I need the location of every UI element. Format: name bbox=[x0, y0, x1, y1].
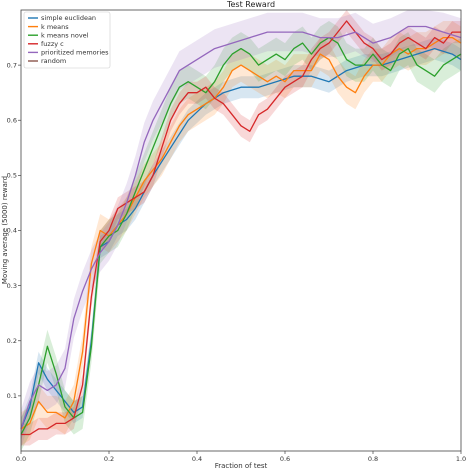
x-tick-label: 0.6 bbox=[280, 455, 290, 463]
x-axis-ticks: 0.0 0.2 0.4 0.6 0.8 1.0 bbox=[16, 451, 466, 463]
legend-label-fuzzy-c: fuzzy c bbox=[41, 40, 64, 48]
x-tick-label: 1.0 bbox=[456, 455, 466, 463]
series-line-k-means bbox=[20, 36, 462, 430]
y-tick-label: 0.2 bbox=[7, 337, 17, 345]
legend-label-k-means-novel: k means novel bbox=[41, 31, 89, 39]
band-k-means bbox=[21, 21, 461, 446]
y-tick-label: 0.7 bbox=[7, 61, 17, 69]
y-tick-label: 0.1 bbox=[7, 392, 17, 400]
x-tick-label: 0.8 bbox=[368, 455, 378, 463]
band-simple-euclidean bbox=[21, 37, 461, 440]
chart-title: Test Reward bbox=[226, 0, 275, 9]
legend-label-random: random bbox=[41, 57, 66, 65]
legend-label-k-means: k means bbox=[41, 23, 69, 31]
y-axis-ticks: 0.1 0.2 0.3 0.4 0.5 0.6 0.7 bbox=[7, 61, 21, 400]
series-line-k-means-novel bbox=[20, 36, 462, 435]
x-axis-label: Fraction of test bbox=[215, 462, 268, 470]
series-line-simple-euclidean bbox=[20, 47, 462, 430]
series-lines bbox=[20, 20, 462, 436]
series-line-prioritized-memories bbox=[20, 25, 462, 430]
y-tick-label: 0.3 bbox=[7, 282, 17, 290]
x-tick-label: 0.4 bbox=[192, 455, 202, 463]
x-tick-label: 0.2 bbox=[104, 455, 114, 463]
y-tick-label: 0.6 bbox=[7, 116, 17, 124]
legend-box bbox=[23, 11, 111, 69]
series-line-fuzzy-c bbox=[21, 20, 461, 436]
legend-label-prioritized-memories: prioritized memories bbox=[41, 49, 109, 57]
confidence-bands bbox=[21, 10, 461, 451]
x-tick-label: 0.0 bbox=[16, 455, 26, 463]
y-axis-label: Moving average (5000) reward bbox=[1, 176, 9, 284]
legend-label-simple-euclidean: simple euclidean bbox=[41, 14, 96, 22]
y-tick-label: 0.4 bbox=[7, 227, 17, 235]
y-tick-label: 0.5 bbox=[7, 172, 17, 180]
